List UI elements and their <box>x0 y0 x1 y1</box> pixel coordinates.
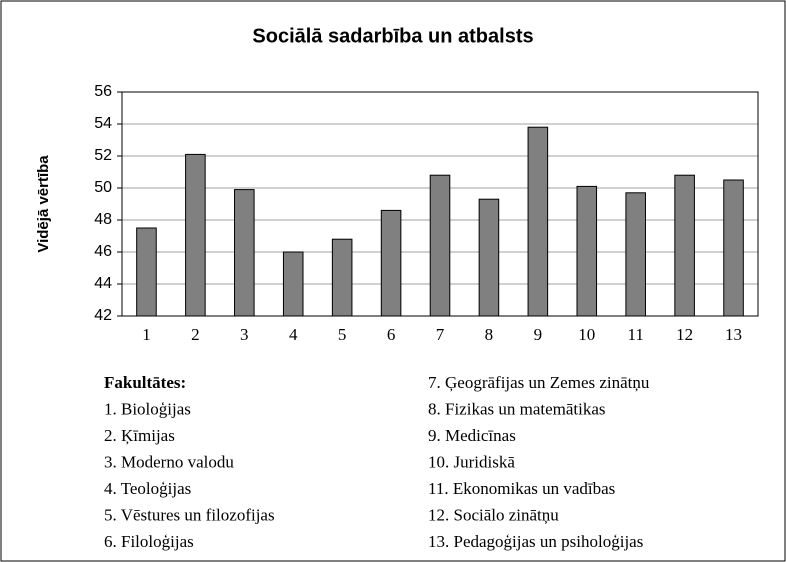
chart-title: Sociālā sadarbība un atbalsts <box>252 25 533 47</box>
x-tick-label: 9 <box>534 325 543 344</box>
y-tick-label: 44 <box>94 275 112 292</box>
bar <box>478 198 500 317</box>
faculty-item: 8. Fizikas un matemātikas <box>428 399 606 418</box>
faculty-item: 3. Moderno valodu <box>104 452 234 471</box>
bar <box>674 174 695 317</box>
x-tick-label: 6 <box>387 325 396 344</box>
faculty-item: 13. Pedagoģijas un psiholoģijas <box>428 532 643 551</box>
faculty-item: 4. Teoloģijas <box>104 479 191 498</box>
x-tick-label: 4 <box>289 325 298 344</box>
bar <box>527 126 549 317</box>
y-axis-label: Vidējā vērtība <box>35 155 52 253</box>
x-tick-label: 10 <box>578 325 595 344</box>
y-tick-label: 42 <box>94 307 112 324</box>
x-tick-label: 1 <box>142 325 151 344</box>
y-tick-label: 52 <box>94 147 112 164</box>
faculty-item: 10. Juridiskā <box>428 452 515 471</box>
faculty-item: 12. Sociālo zinātņu <box>428 505 559 524</box>
bar <box>576 185 598 317</box>
faculty-item: 1. Bioloģijas <box>104 399 191 418</box>
x-tick-label: 11 <box>628 325 644 344</box>
y-tick-label: 46 <box>94 243 112 260</box>
bar <box>136 227 157 317</box>
bar <box>429 174 451 317</box>
y-tick-label: 56 <box>94 83 112 100</box>
faculty-item: 11. Ekonomikas un vadības <box>428 479 615 498</box>
faculty-item: 2. Ķīmijas <box>104 426 175 445</box>
faculty-item: 6. Filoloģijas <box>104 532 194 551</box>
bar <box>331 238 353 317</box>
y-tick-label: 50 <box>94 179 112 196</box>
bar <box>625 192 646 317</box>
y-tick-label: 48 <box>94 211 112 228</box>
x-tick-label: 13 <box>725 325 742 344</box>
bar <box>282 251 304 317</box>
x-tick-label: 5 <box>338 325 347 344</box>
x-tick-label: 3 <box>240 325 249 344</box>
faculty-item: 9. Medicīnas <box>428 426 516 445</box>
legend-title: Fakultātes: <box>104 373 186 392</box>
x-tick-label: 8 <box>485 325 494 344</box>
bar <box>380 209 402 317</box>
bar <box>185 153 206 317</box>
x-tick-label: 12 <box>676 325 693 344</box>
x-tick-label: 7 <box>436 325 445 344</box>
y-tick-label: 54 <box>94 115 112 132</box>
bar <box>234 189 255 317</box>
faculty-item: 5. Vēstures un filozofijas <box>104 505 275 524</box>
x-tick-label: 2 <box>191 325 200 344</box>
faculty-item: 7. Ģeogrāfijas un Zemes zinātņu <box>428 373 650 392</box>
bar <box>723 179 744 317</box>
